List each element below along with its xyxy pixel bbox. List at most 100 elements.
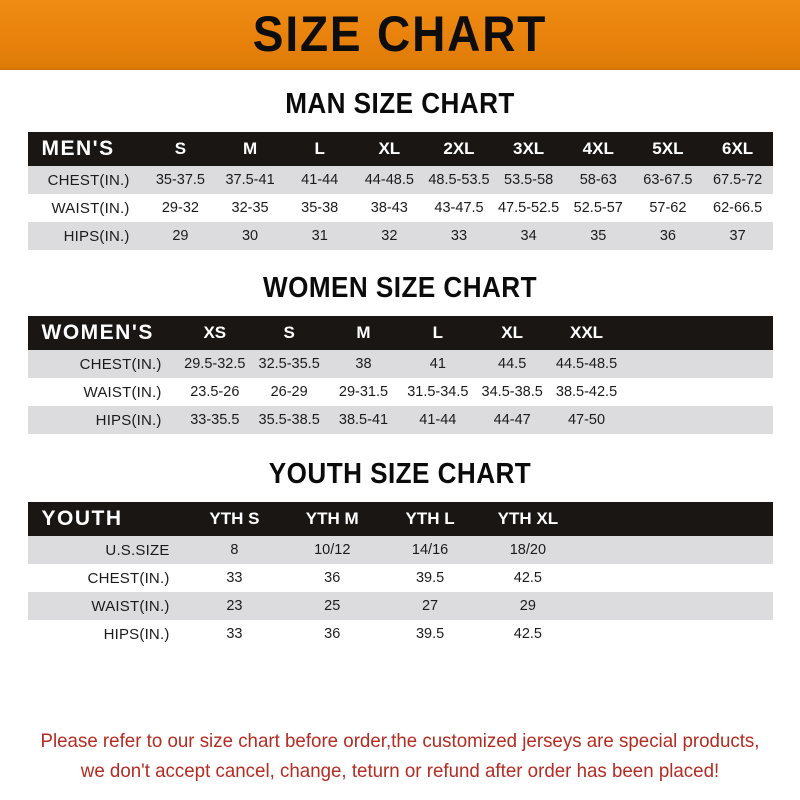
measurement-cell <box>577 592 675 620</box>
measurement-cell: 10/12 <box>314 542 351 558</box>
table-row: WAIST(IN.) 23.5-26 26-29 29-31.5 31.5-34.5 34… <box>27 378 773 406</box>
measurement-cell: 44.5-48.5 <box>555 356 618 372</box>
measurement-cell: 38-43 <box>370 200 408 216</box>
measurement-cell: 63-67.5 <box>643 172 693 188</box>
measurement-cell: 39.5 <box>415 626 445 642</box>
man-header-label: MEN'S <box>41 137 115 160</box>
measurement-cell: 58-63 <box>579 172 617 188</box>
measurement-cell: 44-47 <box>493 412 531 428</box>
measurement-cell: 62-66.5 <box>713 200 763 216</box>
measurement-cell: 14/16 <box>411 542 449 558</box>
table-row: HIPS(IN.) 33 36 39.5 42.5 <box>27 620 773 648</box>
measurement-cell: 35-37.5 <box>155 172 205 188</box>
measurement-cell: 25 <box>324 598 341 614</box>
measurement-cell: 35.5-38.5 <box>258 412 320 428</box>
measurement-cell: 36 <box>659 228 676 244</box>
row-label: CHEST(IN.) <box>79 355 162 373</box>
disclaimer-line-2: we don't accept cancel, change, teturn o… <box>80 759 720 782</box>
measurement-cell: 41 <box>429 356 446 372</box>
measurement-cell: 37.5-41 <box>225 172 275 188</box>
measurement-cell <box>624 406 698 434</box>
man-size-header: M <box>242 139 258 158</box>
women-size-header: XL <box>501 323 524 342</box>
man-size-table: MEN'S S M L XL 2XL 3XL 4XL 5XL 6XL CHEST(IN.) 35-37… <box>27 132 773 250</box>
measurement-cell: 41-44 <box>301 172 339 188</box>
women-size-header: S <box>283 323 295 342</box>
man-size-header: 4XL <box>582 139 614 158</box>
measurement-cell: 35 <box>590 228 607 244</box>
table-row: U.S.SIZE 8 10/12 14/16 18/20 <box>27 536 773 564</box>
measurement-cell: 36 <box>324 626 341 642</box>
measurement-cell: 41-44 <box>419 412 457 428</box>
measurement-cell: 53.5-58 <box>504 172 554 188</box>
measurement-cell: 33 <box>226 570 243 586</box>
measurement-cell: 42.5 <box>513 626 542 642</box>
measurement-cell: 31.5-34.5 <box>407 384 469 400</box>
measurement-cell: 33 <box>226 626 243 642</box>
measurement-cell: 52.5-57 <box>573 200 623 216</box>
measurement-cell: 31 <box>311 228 328 244</box>
measurement-cell: 35-38 <box>301 200 339 216</box>
row-label: HIPS(IN.) <box>63 227 130 245</box>
youth-size-header: YTH L <box>405 509 455 528</box>
man-header-row: MEN'S S M L XL 2XL 3XL 4XL 5XL 6XL <box>27 132 773 166</box>
women-size-header: L <box>432 323 444 342</box>
row-label: HIPS(IN.) <box>95 411 162 429</box>
measurement-cell: 26-29 <box>270 384 308 400</box>
measurement-cell: 47-50 <box>567 412 606 428</box>
measurement-cell: 38 <box>355 356 372 372</box>
measurement-cell <box>698 406 772 434</box>
measurement-cell: 47.5-52.5 <box>497 200 560 216</box>
women-size-header <box>624 316 698 350</box>
man-size-header: S <box>174 139 187 158</box>
table-row: CHEST(IN.) 29.5-32.5 32.5-35.5 38 41 44.5 44.5… <box>27 350 773 378</box>
youth-size-header: YTH XL <box>497 509 559 528</box>
measurement-cell <box>577 536 675 564</box>
man-size-header: 3XL <box>513 139 545 158</box>
measurement-cell: 67.5-72 <box>713 172 763 188</box>
measurement-cell <box>698 350 772 378</box>
women-size-header <box>698 316 772 350</box>
youth-size-table: YOUTH YTH S YTH M YTH L YTH XL U.S.SIZE 8 10/12… <box>27 502 773 648</box>
measurement-cell <box>675 620 773 648</box>
women-size-header: M <box>356 323 371 342</box>
measurement-cell: 29.5-32.5 <box>184 356 246 372</box>
row-label: CHEST(IN.) <box>87 569 170 587</box>
measurement-cell <box>675 564 773 592</box>
women-header-label: WOMEN'S <box>41 321 154 344</box>
table-row: WAIST(IN.) 23 25 27 29 <box>27 592 773 620</box>
man-section-title: MAN SIZE CHART <box>285 88 515 120</box>
table-row: HIPS(IN.) 29 30 31 32 33 34 35 36 37 <box>27 222 773 250</box>
women-size-header: XXL <box>569 323 604 342</box>
row-label: WAIST(IN.) <box>91 597 170 615</box>
measurement-cell: 38.5-42.5 <box>555 384 618 400</box>
measurement-cell: 29 <box>519 598 536 614</box>
youth-header-row: YOUTH YTH S YTH M YTH L YTH XL <box>27 502 773 536</box>
measurement-cell: 42.5 <box>513 570 542 586</box>
measurement-cell: 30 <box>241 228 259 244</box>
table-row: HIPS(IN.) 33-35.5 35.5-38.5 38.5-41 41-44 44-… <box>27 406 773 434</box>
youth-size-header: YTH S <box>209 509 260 528</box>
row-label: U.S.SIZE <box>105 541 170 559</box>
measurement-cell: 8 <box>230 542 239 558</box>
table-row: WAIST(IN.) 29-32 32-35 35-38 38-43 43-47.5 47.… <box>27 194 773 222</box>
measurement-cell: 23.5-26 <box>190 384 240 400</box>
disclaimer: Please refer to our size chart before or… <box>16 726 784 786</box>
measurement-cell: 32-35 <box>231 200 269 216</box>
measurement-cell: 32.5-35.5 <box>258 356 320 372</box>
women-size-header: XS <box>203 323 227 342</box>
women-section-title: WOMEN SIZE CHART <box>263 272 537 304</box>
banner: SIZE CHART <box>0 0 800 70</box>
measurement-cell: 39.5 <box>415 570 445 586</box>
man-size-header: 2XL <box>443 139 475 158</box>
man-size-header: 6XL <box>722 139 754 158</box>
measurement-cell: 48.5-53.5 <box>428 172 490 188</box>
youth-size-header <box>577 502 675 536</box>
youth-size-header <box>675 502 773 536</box>
table-row: CHEST(IN.) 33 36 39.5 42.5 <box>27 564 773 592</box>
row-label: WAIST(IN.) <box>83 383 162 401</box>
measurement-cell: 44-48.5 <box>364 172 414 188</box>
measurement-cell: 29-32 <box>161 200 199 216</box>
measurement-cell <box>675 536 773 564</box>
measurement-cell: 33-35.5 <box>190 412 240 428</box>
